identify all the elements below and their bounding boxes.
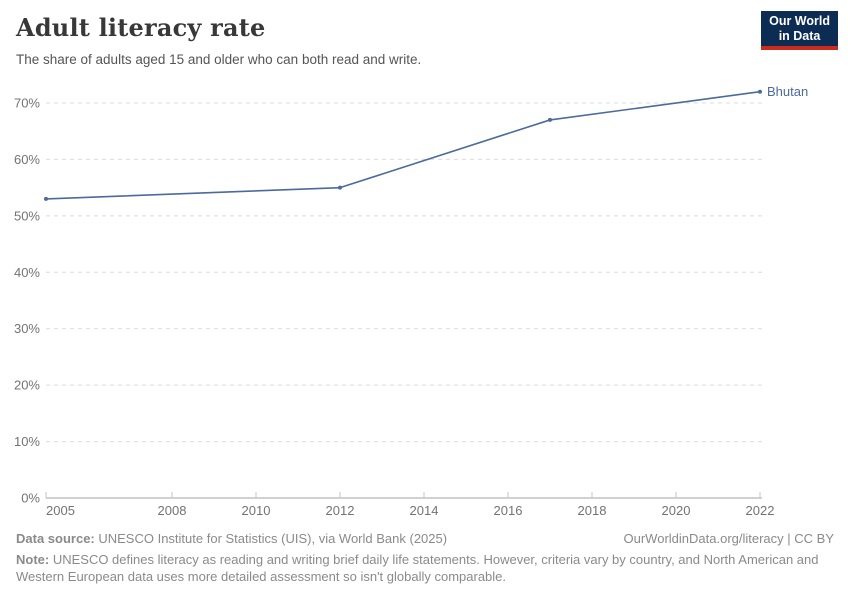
line-series-bhutan: Bhutan (44, 84, 808, 201)
data-point (548, 117, 552, 122)
x-tick-label: 2016 (494, 503, 523, 518)
data-point (338, 185, 342, 190)
y-tick-label: 60% (14, 152, 40, 167)
data-source-text: UNESCO Institute for Statistics (UIS), v… (94, 531, 448, 546)
x-tick-label: 2022 (746, 503, 775, 518)
owid-logo-line2: in Data (778, 29, 821, 43)
x-tick-label: 2005 (46, 503, 75, 518)
series-line (45, 90, 761, 200)
page-title: Adult literacy rate (16, 13, 266, 42)
y-tick-label: 10% (14, 434, 40, 449)
chart-note: Note: UNESCO defines literacy as reading… (16, 552, 822, 585)
y-tick-label: 0% (21, 491, 40, 506)
y-tick-label: 70% (14, 96, 40, 111)
chart-note-label: Note: (16, 552, 50, 567)
data-source-label: Data source: (16, 531, 95, 546)
y-tick-label: 20% (14, 378, 40, 393)
y-tick-label: 50% (14, 208, 40, 223)
y-tick-label: 40% (14, 265, 40, 280)
entity-label: Bhutan (767, 84, 808, 99)
x-tick-label: 2012 (326, 503, 355, 518)
chart-note-text: UNESCO defines literacy as reading and w… (16, 552, 819, 584)
data-point (44, 196, 48, 201)
chart-canvas: 0%10%20%30%40%50%60%70%2005 2008 2010 2012 2… (14, 84, 808, 518)
x-tick-label: 2014 (410, 503, 439, 518)
x-tick-label: 2008 (158, 503, 187, 518)
data-point (758, 89, 762, 94)
owid-license-link[interactable]: OurWorldinData.org/literacy | CC BY (623, 531, 834, 546)
owid-logo[interactable]: Our World in Data (761, 11, 838, 50)
x-tick-label: 2018 (578, 503, 607, 518)
x-axis-ticks: 2005 2008 2010 2012 2014 2016 2018 2020 2022 (45, 492, 775, 518)
data-source: Data source: UNESCO Institute for Statis… (16, 531, 447, 546)
gridlines (46, 102, 762, 499)
x-tick-label: 2020 (662, 503, 691, 518)
page-subtitle: The share of adults aged 15 and older wh… (16, 52, 422, 67)
owid-logo-line1: Our World (769, 14, 830, 28)
chart-footer: Data source: UNESCO Institute for Statis… (16, 531, 834, 546)
y-axis-labels: 0% 10% 20% 30% 40% 50% 60% 70% (14, 96, 40, 506)
y-tick-label: 30% (14, 321, 40, 336)
x-tick-label: 2010 (242, 503, 271, 518)
